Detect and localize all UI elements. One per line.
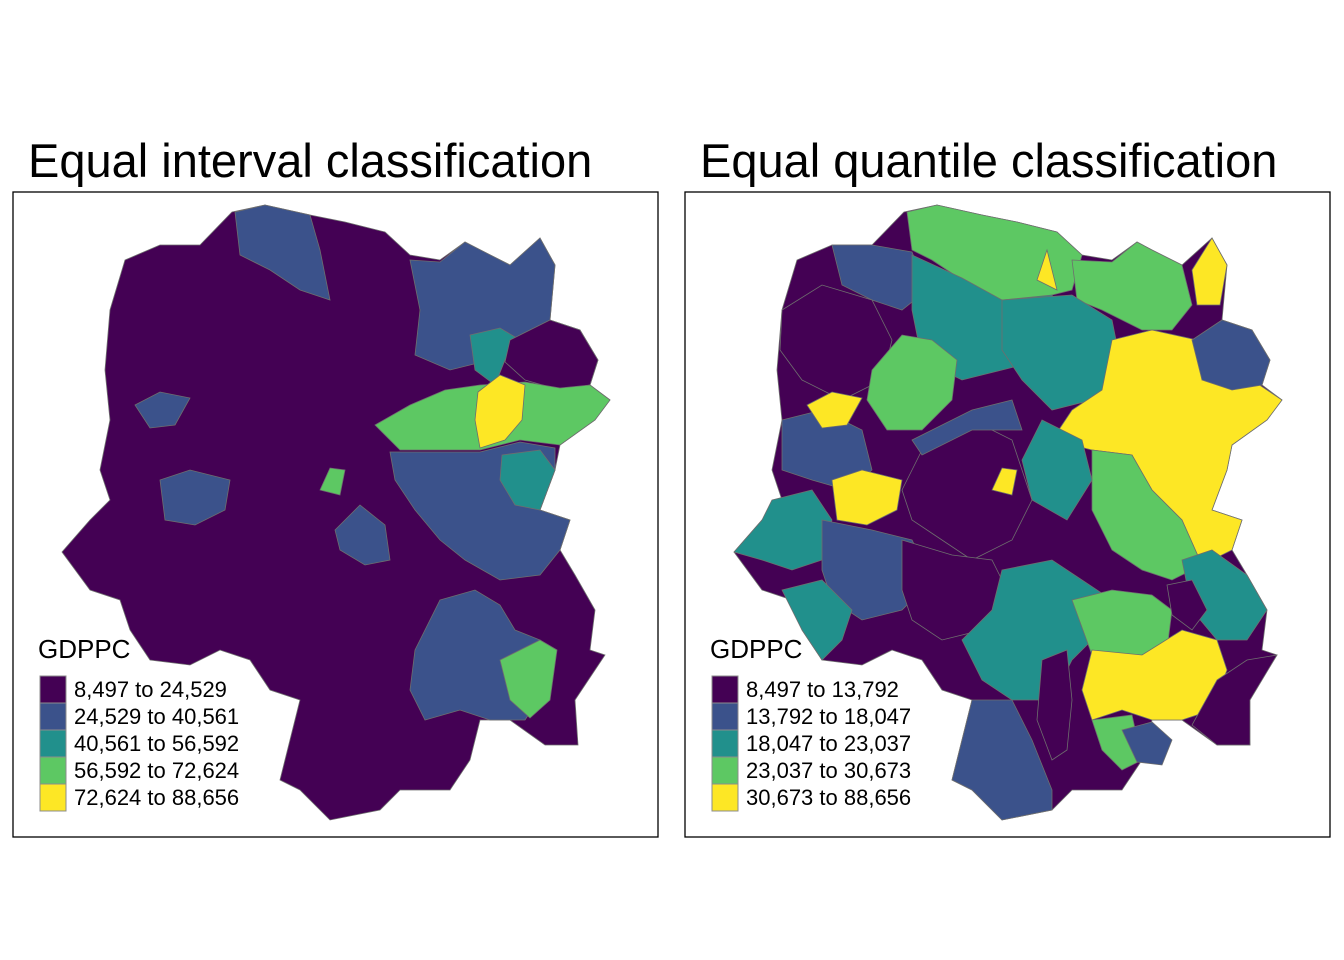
legend-swatch xyxy=(711,675,739,704)
legend-swatch xyxy=(39,783,67,812)
legend-label: 72,624 to 88,656 xyxy=(74,785,239,810)
region-72,624 to 88,656 xyxy=(474,374,526,449)
legend-swatch xyxy=(711,702,739,731)
legend-label: 23,037 to 30,673 xyxy=(746,758,911,783)
legend-label: 24,529 to 40,561 xyxy=(74,704,239,729)
region-24,529 to 40,561 xyxy=(159,469,231,526)
legend-label: 40,561 to 56,592 xyxy=(74,731,239,756)
legend-label: 30,673 to 88,656 xyxy=(746,785,911,810)
map-regions xyxy=(733,204,1283,821)
legend-title: GDPPC xyxy=(710,634,802,664)
map-panel-equal-quantile: Equal quantile classification GDPPC 8,49… xyxy=(684,134,1331,838)
map-regions xyxy=(61,204,611,821)
region-56,592 to 72,624 xyxy=(319,467,346,496)
region-13,792 to 18,047 xyxy=(1191,319,1271,391)
region-24,529 to 40,561 xyxy=(134,391,191,429)
legend-label: 8,497 to 24,529 xyxy=(74,677,227,702)
legend-label: 8,497 to 13,792 xyxy=(746,677,899,702)
map-frame xyxy=(12,191,659,838)
legend-swatch xyxy=(39,702,67,731)
region-23,037 to 30,673 xyxy=(1071,241,1193,331)
map-panel-equal-interval: Equal interval classification GDPPC 8,49… xyxy=(12,134,659,838)
legend-swatch xyxy=(39,729,67,758)
legend-swatch xyxy=(39,675,67,704)
legend-swatch xyxy=(711,756,739,785)
region-30,673 to 88,656 xyxy=(991,467,1018,496)
legend-title: GDPPC xyxy=(38,634,130,664)
map-title: Equal quantile classification xyxy=(700,134,1277,187)
region-24,529 to 40,561 xyxy=(234,204,331,301)
region-40,561 to 56,592 xyxy=(499,449,556,511)
region-13,792 to 18,047 xyxy=(911,399,1023,456)
map-title: Equal interval classification xyxy=(28,134,592,187)
region-18,047 to 23,037 xyxy=(733,489,833,571)
region-13,792 to 18,047 xyxy=(1121,721,1173,766)
region-23,037 to 30,673 xyxy=(866,334,958,431)
region-8,497 to 13,792 xyxy=(1036,649,1073,761)
region-8,497 to 13,792 xyxy=(1166,579,1208,631)
region-40,561 to 56,592 xyxy=(469,327,521,386)
legend-swatch xyxy=(711,783,739,812)
legend-label: 56,592 to 72,624 xyxy=(74,758,239,783)
region-30,673 to 88,656 xyxy=(1081,629,1228,721)
region-18,047 to 23,037 xyxy=(781,579,853,661)
region-8,497 to 13,792 xyxy=(1191,654,1278,746)
legend-label: 13,792 to 18,047 xyxy=(746,704,911,729)
region-30,673 to 88,656 xyxy=(1191,237,1228,306)
region-13,792 to 18,047 xyxy=(951,699,1053,821)
map-frame xyxy=(684,191,1331,838)
legend-label: 18,047 to 23,037 xyxy=(746,731,911,756)
region-30,673 to 88,656 xyxy=(831,469,903,526)
region-30,673 to 88,656 xyxy=(806,391,863,429)
region-24,529 to 40,561 xyxy=(334,504,391,566)
legend-swatch xyxy=(711,729,739,758)
region-56,592 to 72,624 xyxy=(499,639,558,719)
legend-swatch xyxy=(39,756,67,785)
region-30,673 to 88,656 xyxy=(1036,248,1058,291)
region-18,047 to 23,037 xyxy=(1021,419,1093,521)
